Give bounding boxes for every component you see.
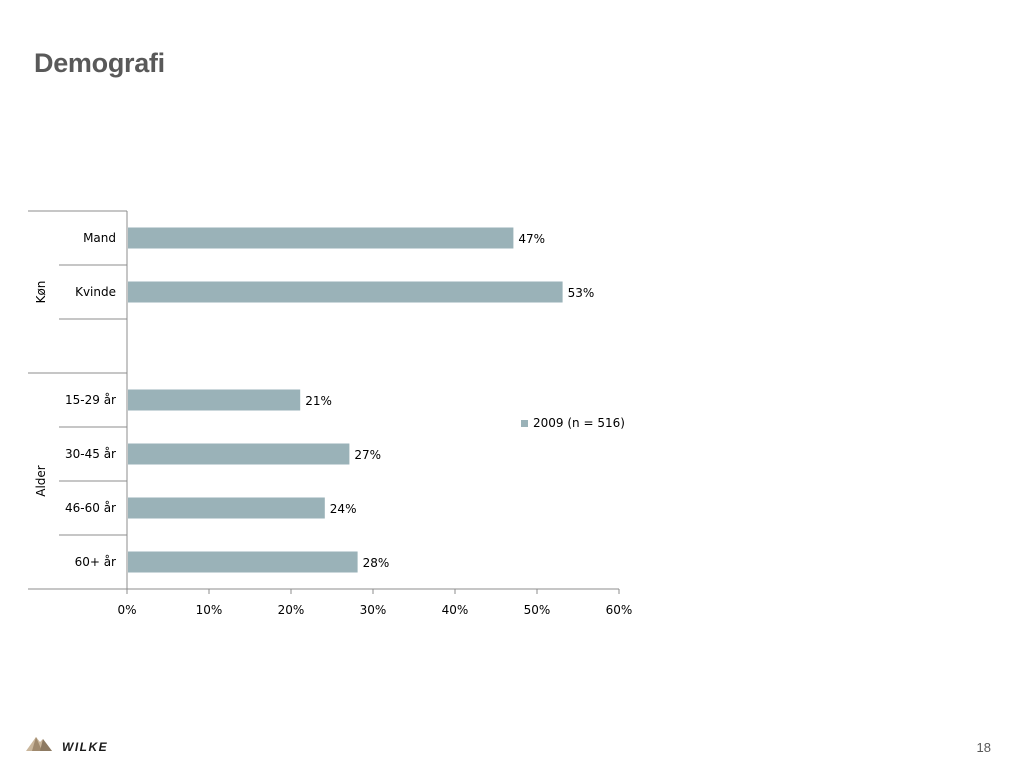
page-number: 18 bbox=[976, 740, 991, 755]
category-label: 60+ år bbox=[75, 555, 116, 569]
bar bbox=[128, 497, 325, 519]
x-tick-label: 50% bbox=[524, 603, 551, 617]
bar bbox=[128, 281, 563, 303]
data-label: 24% bbox=[330, 502, 357, 516]
slide-title: Demografi bbox=[34, 48, 165, 78]
x-tick-label: 10% bbox=[196, 603, 223, 617]
legend-series-label: 2009 (n = 516) bbox=[533, 416, 625, 430]
x-tick-label: 40% bbox=[442, 603, 469, 617]
x-tick-label: 60% bbox=[606, 603, 633, 617]
data-label: 28% bbox=[363, 556, 390, 570]
wilke-logo-icon bbox=[26, 737, 52, 751]
chart-legend: 2009 (n = 516) bbox=[521, 416, 625, 430]
bar bbox=[128, 227, 514, 249]
x-tick-label: 30% bbox=[360, 603, 387, 617]
category-label: 15-29 år bbox=[65, 393, 116, 407]
data-label: 27% bbox=[354, 448, 381, 462]
data-label: 47% bbox=[518, 232, 545, 246]
group-label-alder: Alder bbox=[34, 465, 48, 497]
category-label: 30-45 år bbox=[65, 447, 116, 461]
x-tick-label: 20% bbox=[278, 603, 305, 617]
x-tick-label: 0% bbox=[117, 603, 136, 617]
data-label: 21% bbox=[305, 394, 332, 408]
bar bbox=[128, 443, 350, 465]
data-label: 53% bbox=[568, 286, 595, 300]
category-label: Mand bbox=[83, 231, 116, 245]
legend-swatch bbox=[521, 419, 528, 427]
logo-text: WILKE bbox=[62, 740, 109, 754]
bar bbox=[128, 389, 301, 411]
category-label: Kvinde bbox=[75, 285, 116, 299]
group-label-kon: Køn bbox=[34, 281, 48, 304]
category-label: 46-60 år bbox=[65, 501, 116, 515]
bar bbox=[128, 551, 358, 573]
